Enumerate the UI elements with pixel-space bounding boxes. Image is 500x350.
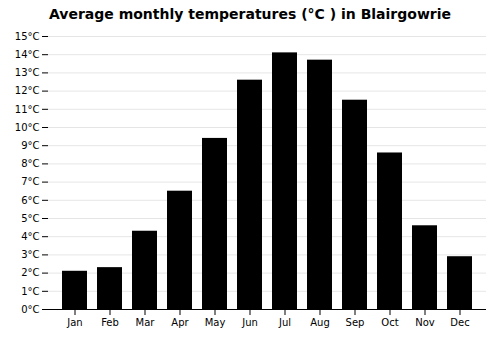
svg-text:6°C: 6°C bbox=[21, 195, 39, 206]
svg-text:Aug: Aug bbox=[310, 317, 330, 328]
svg-text:May: May bbox=[205, 317, 226, 328]
svg-text:12°C: 12°C bbox=[15, 85, 40, 96]
svg-text:3°C: 3°C bbox=[21, 249, 39, 260]
html-text:Average monthly temperatures (: Average monthly temperatures (°C ) in Bl… bbox=[49, 6, 451, 22]
svg-text:5°C: 5°C bbox=[21, 213, 39, 224]
svg-text:Apr: Apr bbox=[171, 317, 189, 328]
svg-text:4°C: 4°C bbox=[21, 231, 39, 242]
svg-text:Jan: Jan bbox=[66, 317, 82, 328]
svg-text:Sep: Sep bbox=[346, 317, 365, 328]
svg-text:Jun: Jun bbox=[241, 317, 258, 328]
svg-text:Feb: Feb bbox=[101, 317, 119, 328]
svg-text:9°C: 9°C bbox=[21, 140, 39, 151]
svg-text:0°C: 0°C bbox=[21, 304, 39, 315]
svg-text:15°C: 15°C bbox=[15, 31, 40, 42]
svg-text:13°C: 13°C bbox=[15, 67, 40, 78]
svg-text:Mar: Mar bbox=[136, 317, 156, 328]
svg-text:8°C: 8°C bbox=[21, 158, 39, 169]
svg-text:Jul: Jul bbox=[278, 317, 291, 328]
svg-text:Oct: Oct bbox=[381, 317, 398, 328]
svg-text:14°C: 14°C bbox=[15, 49, 40, 60]
svg-text:7°C: 7°C bbox=[21, 176, 39, 187]
svg-text:Dec: Dec bbox=[450, 317, 469, 328]
svg-text:2°C: 2°C bbox=[21, 267, 39, 278]
svg-text:1°C: 1°C bbox=[21, 286, 39, 297]
svg-text:Nov: Nov bbox=[415, 317, 435, 328]
svg-text:11°C: 11°C bbox=[15, 104, 40, 115]
svg-text:10°C: 10°C bbox=[15, 122, 40, 133]
